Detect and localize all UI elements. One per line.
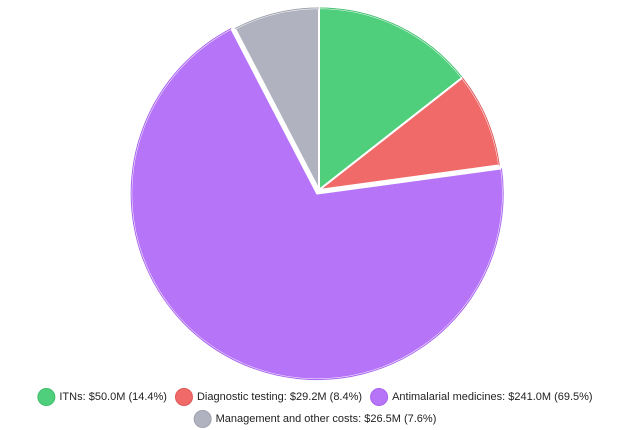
legend-label: Management and other costs: $26.5M (7.6%…	[216, 413, 437, 425]
legend-label: Diagnostic testing: $29.2M (8.4%)	[197, 391, 362, 403]
legend-swatch	[193, 410, 212, 428]
legend-swatch	[370, 388, 389, 406]
legend-swatch	[37, 388, 56, 406]
pie-slice-edge	[130, 28, 504, 381]
pie-slice-edge	[318, 7, 463, 79]
pie-slice-edge	[234, 7, 320, 30]
legend-swatch	[174, 388, 193, 406]
pie-slice-edge	[461, 77, 500, 166]
legend-label: Antimalarial medicines: $241.0M (69.5%)	[392, 391, 593, 403]
legend-label: ITNs: $50.0M (14.4%)	[59, 391, 167, 403]
